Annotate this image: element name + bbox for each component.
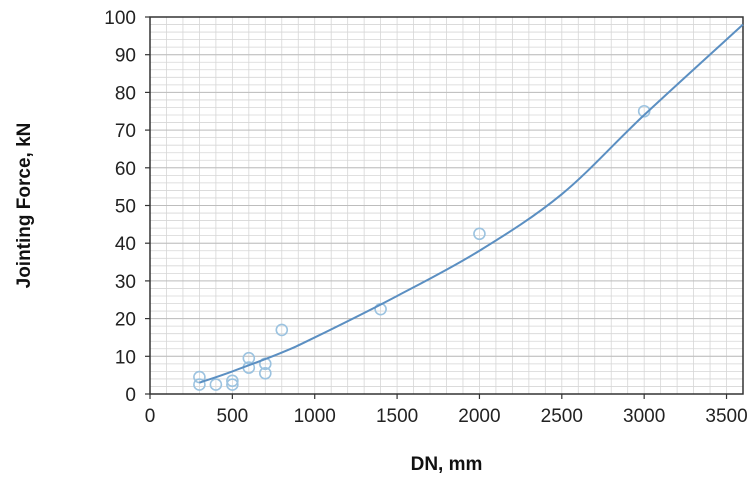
y-tick-label: 50	[115, 197, 136, 218]
x-tick-label: 1000	[294, 406, 336, 427]
x-tick-label: 3000	[623, 406, 665, 427]
series	[193, 23, 744, 391]
y-tick-label: 90	[115, 46, 136, 67]
x-axis-title: DN, mm	[411, 454, 483, 475]
y-tick-label: 10	[115, 347, 136, 368]
data-point	[473, 227, 486, 241]
y-tick-label: 60	[115, 159, 136, 180]
x-tick-label: 500	[217, 406, 249, 427]
y-tick-label: 20	[115, 310, 136, 331]
y-tick-label: 70	[115, 121, 136, 142]
grid	[149, 16, 744, 395]
y-tick-label: 100	[104, 8, 136, 29]
y-tick-label: 0	[125, 385, 136, 406]
x-tick-label: 2500	[541, 406, 583, 427]
data-point	[193, 378, 206, 391]
data-point	[259, 366, 272, 380]
x-tick-label: 0	[145, 406, 156, 427]
data-point	[226, 378, 239, 391]
x-tick-label: 1500	[376, 406, 418, 427]
data-point	[226, 374, 239, 388]
trendline	[199, 23, 744, 384]
y-axis-title: Jointing Force, kN	[14, 123, 35, 289]
data-point	[275, 323, 289, 337]
y-tick-label: 80	[115, 83, 136, 104]
data-point	[242, 351, 256, 365]
data-point	[209, 378, 223, 391]
x-tick-label: 3500	[705, 406, 747, 427]
y-tick-label: 40	[115, 234, 136, 255]
y-tick-label: 30	[115, 272, 136, 293]
x-axis: 0 500 1000 1500 2000 2500 3000 3500	[145, 394, 748, 427]
y-axis: 0 10 20 30 40 50 60 70 80 90 100	[104, 8, 150, 406]
x-tick-label: 2000	[458, 406, 500, 427]
